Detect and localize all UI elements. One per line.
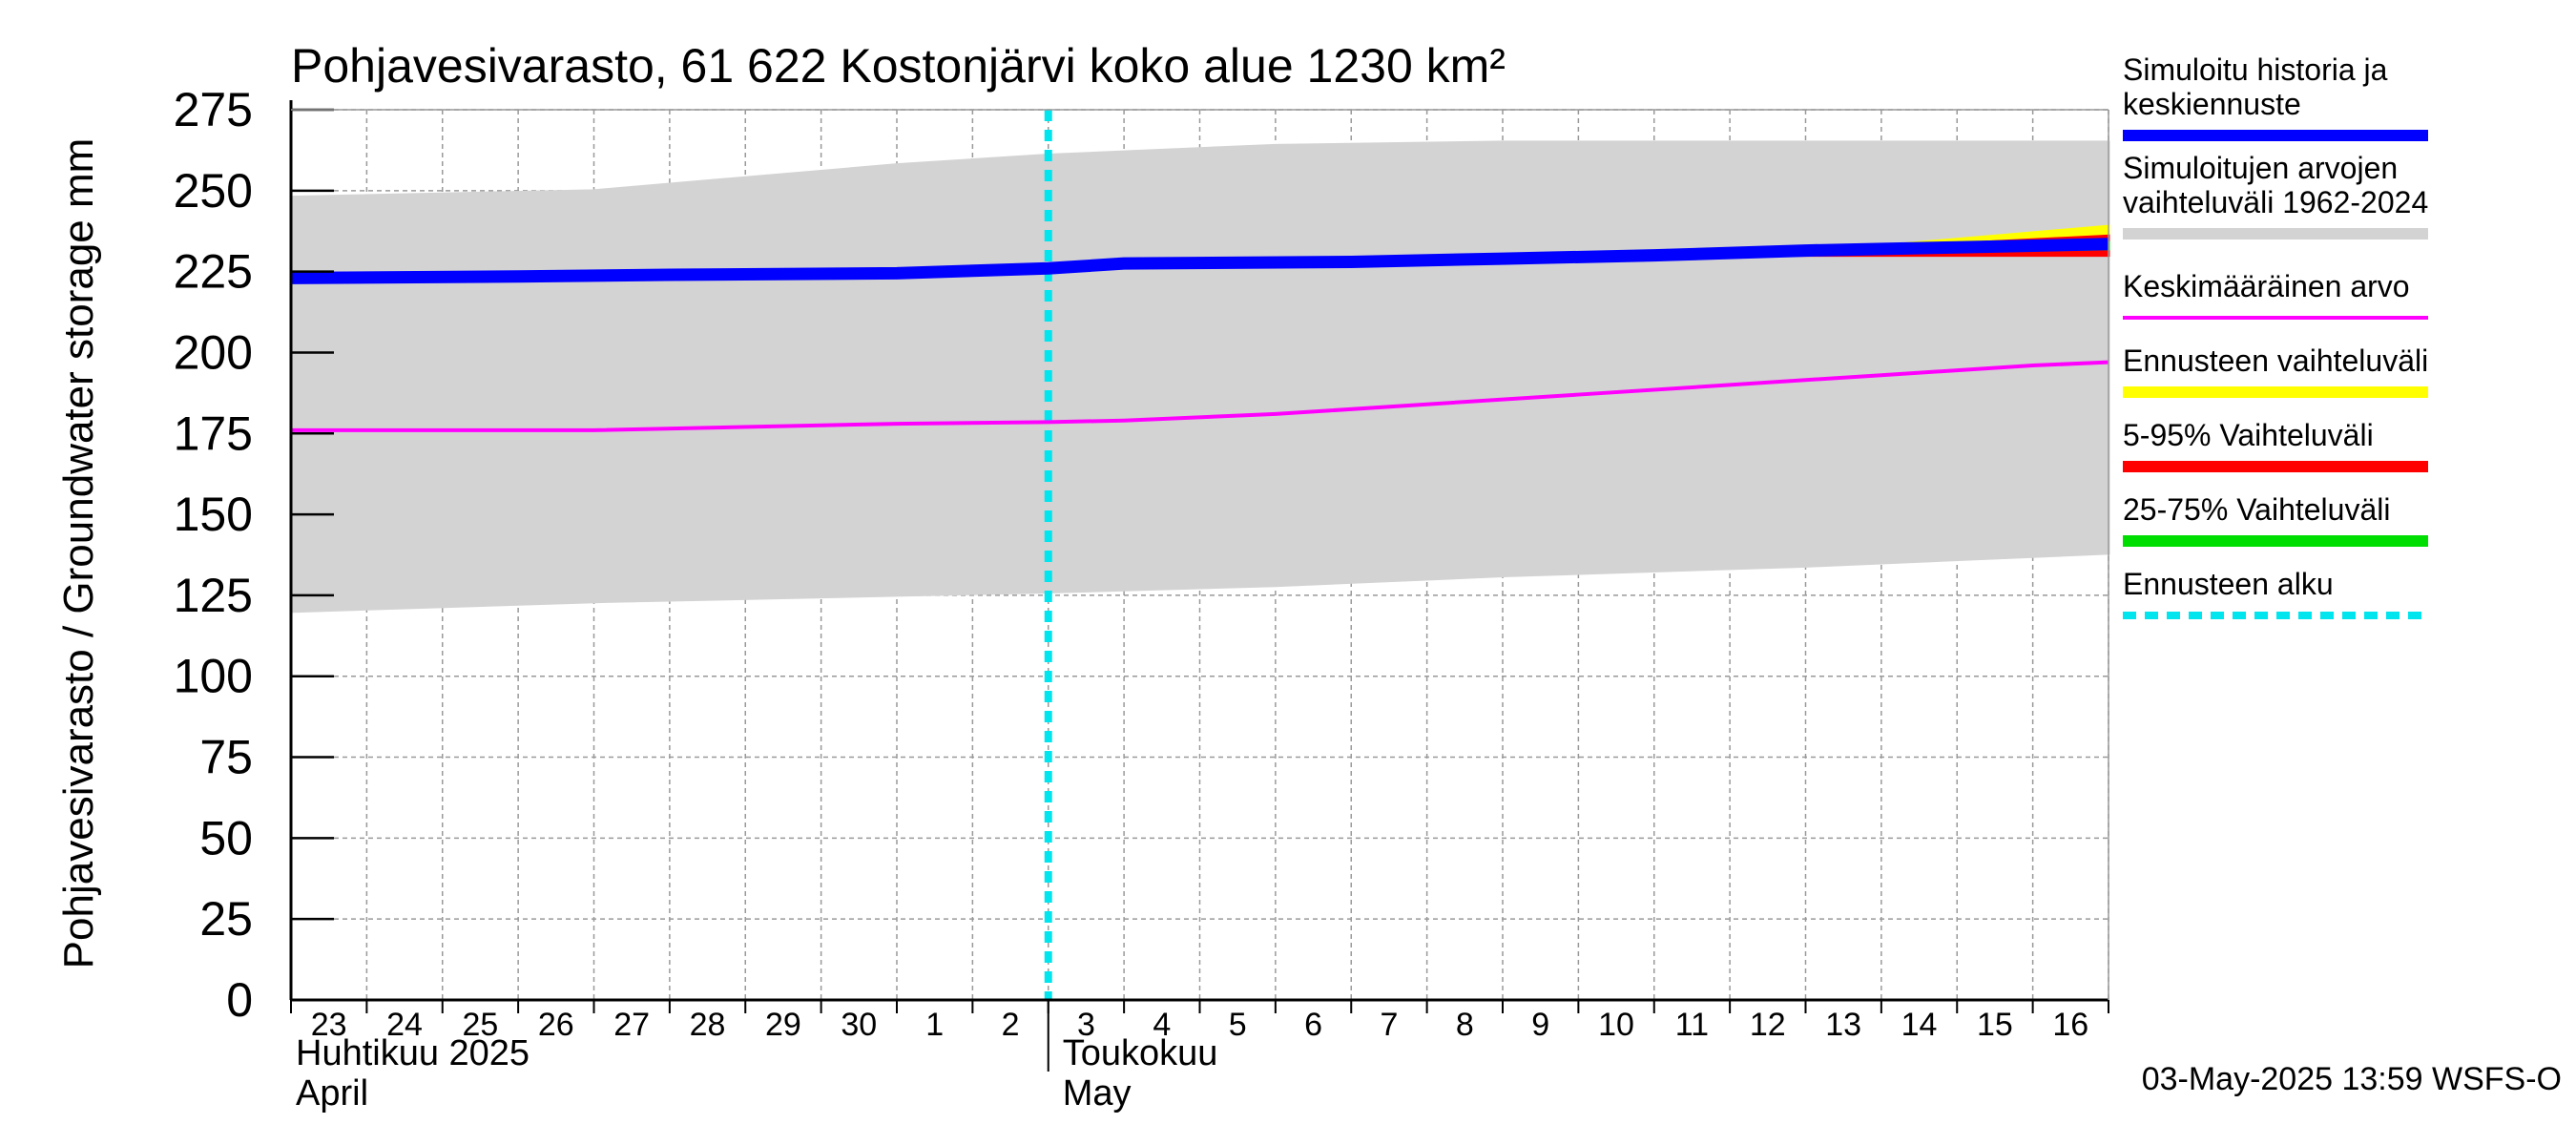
- x-day-label: 14: [1901, 1007, 1938, 1043]
- y-tick-label: 0: [226, 973, 253, 1027]
- y-tick-label: 100: [174, 650, 253, 703]
- x-day-label: 6: [1304, 1007, 1322, 1043]
- x-day-label: 5: [1229, 1007, 1247, 1043]
- y-tick-label: 175: [174, 406, 253, 460]
- y-tick-label: 250: [174, 164, 253, 218]
- x-day-label: 24: [386, 1007, 423, 1043]
- y-tick-label: 150: [174, 488, 253, 541]
- x-day-label: 26: [538, 1007, 574, 1043]
- legend-label: 25-75% Vaihteluväli: [2123, 492, 2390, 527]
- x-day-label: 12: [1750, 1007, 1786, 1043]
- x-day-label: 9: [1531, 1007, 1549, 1043]
- x-day-label: 23: [311, 1007, 347, 1043]
- x-day-label: 16: [2052, 1007, 2088, 1043]
- x-day-label: 15: [1977, 1007, 2013, 1043]
- y-tick-label: 225: [174, 245, 253, 299]
- y-tick-label: 75: [199, 731, 253, 784]
- x-day-label: 2: [1002, 1007, 1020, 1043]
- x-day-label: 4: [1153, 1007, 1171, 1043]
- y-tick-label: 275: [174, 83, 253, 136]
- x-day-label: 25: [463, 1007, 499, 1043]
- legend-label: Simuloitujen arvojen: [2123, 151, 2398, 185]
- legend-label: vaihteluväli 1962-2024: [2123, 185, 2428, 219]
- x-day-label: 27: [613, 1007, 650, 1043]
- x-day-label: 7: [1380, 1007, 1398, 1043]
- line-series: [290, 238, 2109, 284]
- month-label-fi: Toukokuu: [1063, 1033, 1218, 1073]
- x-day-label: 29: [765, 1007, 801, 1043]
- y-axis-label: Pohjavesivarasto / Groundwater storage m…: [55, 138, 102, 969]
- timestamp: 03-May-2025 13:59 WSFS-O: [2142, 1061, 2562, 1097]
- y-tick-label: 200: [174, 325, 253, 379]
- chart-title: Pohjavesivarasto, 61 622 Kostonjärvi kok…: [291, 39, 1506, 93]
- line-series: [291, 360, 2109, 432]
- x-day-label: 30: [841, 1007, 877, 1043]
- month-label-fi: Huhtikuu 2025: [296, 1033, 530, 1073]
- x-day-label: 11: [1675, 1007, 1709, 1043]
- x-day-label: 1: [925, 1007, 944, 1043]
- x-day-label: 3: [1077, 1007, 1095, 1043]
- legend-label: Ennusteen alku: [2123, 567, 2334, 601]
- legend-label: Simuloitu historia ja: [2123, 52, 2388, 87]
- legend-label: Keskimääräinen arvo: [2123, 269, 2410, 303]
- x-day-label: 10: [1598, 1007, 1634, 1043]
- month-label-en: April: [296, 1073, 368, 1114]
- x-day-label: 13: [1825, 1007, 1861, 1043]
- legend-label: keskiennuste: [2123, 87, 2301, 121]
- x-day-label: 28: [690, 1007, 726, 1043]
- month-label-en: May: [1063, 1073, 1132, 1114]
- legend-label: Ennusteen vaihteluväli: [2123, 344, 2428, 378]
- series-layer: [289, 110, 2110, 1000]
- y-tick-label: 125: [174, 569, 253, 622]
- y-tick-label: 25: [199, 892, 253, 946]
- y-tick-label: 50: [199, 811, 253, 864]
- x-day-label: 8: [1456, 1007, 1474, 1043]
- legend-label: 5-95% Vaihteluväli: [2123, 418, 2374, 452]
